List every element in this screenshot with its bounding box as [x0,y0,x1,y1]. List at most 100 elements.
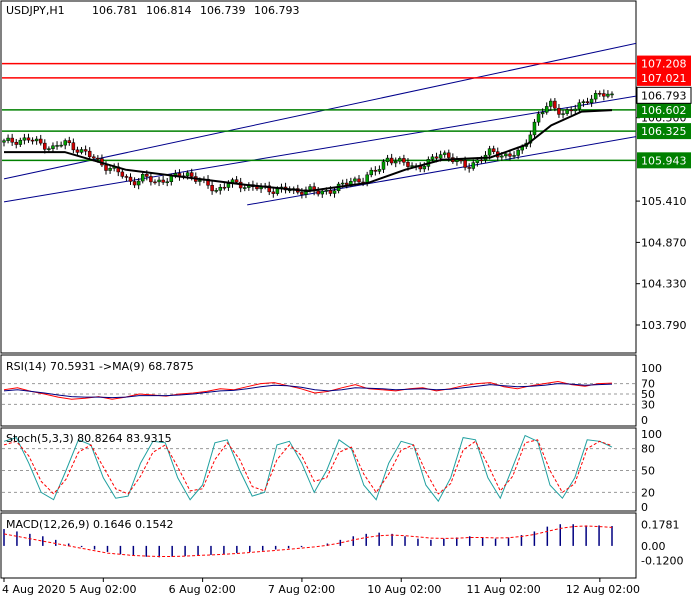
candle-body [345,182,349,185]
candle-body [565,109,569,114]
y-tick-label: 105.410 [641,195,687,208]
candle-body [475,159,480,163]
candle-body [132,181,137,186]
stoch-panel: 100 80 50 20 0 [2,428,662,514]
candle-body [365,174,369,183]
candle-body [589,98,594,104]
candle-body [185,172,190,177]
candle-body [104,164,108,171]
level-label: 107.021 [641,72,687,85]
candle-body [434,156,439,159]
candle-body [226,183,231,188]
candle-body [30,139,35,142]
candle-body [402,158,406,163]
candle-body [536,113,541,123]
candle-body [324,190,329,192]
main-title: USDJPY,H1 [6,4,65,17]
macd-signal-line [3,525,613,557]
moving-average-line [4,109,613,193]
candle-body [243,187,247,189]
candle-body [549,100,553,107]
candle-body [140,174,145,182]
candle-body [471,162,476,169]
candle-body [59,144,63,147]
trend-channel-line [3,95,637,203]
y-tick-label: 0 [641,414,648,427]
candle-body [504,153,508,157]
level-label: 105.943 [641,154,687,167]
candle-body [124,176,129,178]
candle-body [275,188,280,194]
candle-body [430,156,435,160]
candle-body [557,107,561,115]
y-tick-label: 0.00 [641,540,666,553]
trend-channel-line [3,42,637,180]
candle-body [593,92,598,100]
candle-body [328,190,333,194]
candle-body [447,152,451,158]
y-tick-label: 100 [641,428,662,441]
candle-body [55,145,59,147]
candle-body [161,179,165,183]
level-label-bg [637,152,691,169]
candle-body [540,112,545,115]
candle-body [455,159,459,162]
candle-body [500,155,504,158]
candle-body [300,191,304,195]
ohlc-high: 106.814 [146,4,192,17]
x-tick-label: 6 Aug 02:00 [169,583,236,596]
candle-body [63,140,67,146]
x-tick-label: 12 Aug 02:00 [566,583,640,596]
candle-body [373,169,378,172]
level-label-bg [637,55,691,72]
candle-body [573,108,578,112]
candle-body [304,189,308,195]
candle-body [442,152,447,155]
candle-body [577,102,582,110]
candle-body [438,154,443,159]
x-axis: 4 Aug 2020 5 Aug 02:00 6 Aug 02:00 7 Aug 02… [2,578,640,596]
y-tick-label: 50 [641,465,655,478]
candle-body [606,93,610,97]
candle-body [381,161,386,170]
candle-body [406,161,410,167]
candle-body [561,113,565,115]
candle-body [479,159,484,161]
level-label-bg [637,101,691,118]
main-panel-frame [0,0,637,354]
candle-body [308,186,312,190]
candle-body [528,134,533,144]
y-tick-label: 50 [641,388,655,401]
candle-body [553,100,557,109]
candle-body [422,166,427,170]
rsi-panel-frame [0,354,637,427]
series-line [3,380,613,400]
candle-body [87,150,92,158]
candle-body [145,174,149,177]
rsi-title: RSI(14) 70.5931 ->MA(9) 68.7875 [6,360,194,373]
candle-body [18,139,23,145]
candle-body [128,176,133,182]
candle-body [316,190,320,195]
candle-body [585,101,590,104]
level-label: 106.602 [641,104,687,117]
y-tick-label: 30 [641,398,655,411]
candle-body [22,137,27,141]
candle-body [532,121,537,136]
candle-body [357,178,361,183]
y-tick-label: 0.1781 [641,518,680,531]
candle-body [377,169,382,172]
candle-body [516,149,520,156]
y-tick-label: 103.790 [641,319,687,332]
candle-body [385,157,390,162]
series-line [3,383,613,399]
y-tick-label: 70 [641,378,655,391]
candle-body [165,181,169,183]
level-label-bg [637,123,691,140]
y-tick-label: 104.330 [641,278,687,291]
candle-body [463,160,467,168]
candle-body [491,148,496,152]
y-tick-label: 104.870 [641,236,687,249]
